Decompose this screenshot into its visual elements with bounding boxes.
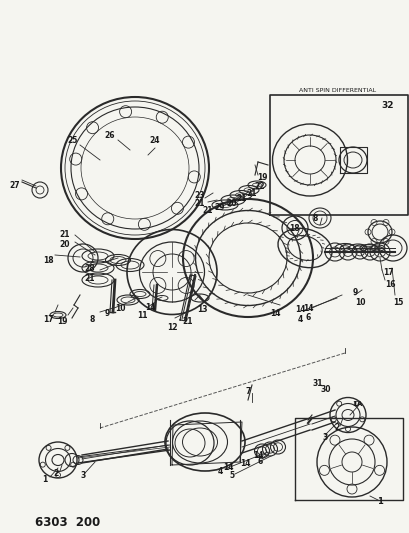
Text: 1A: 1A — [351, 401, 361, 407]
Text: 6303  200: 6303 200 — [35, 516, 100, 529]
Text: 4: 4 — [217, 466, 222, 475]
Text: 26: 26 — [104, 131, 115, 140]
Text: 20: 20 — [226, 198, 237, 207]
Text: 3: 3 — [321, 432, 327, 441]
Text: 21: 21 — [236, 193, 247, 203]
Text: 21: 21 — [182, 318, 193, 327]
Text: 6: 6 — [305, 313, 310, 322]
Text: 9: 9 — [351, 287, 357, 296]
Text: 10: 10 — [354, 297, 364, 306]
Text: 14: 14 — [252, 451, 263, 461]
Text: 19: 19 — [256, 173, 267, 182]
Text: 20: 20 — [60, 239, 70, 248]
Text: 19: 19 — [56, 318, 67, 327]
Text: 2: 2 — [334, 423, 339, 432]
Text: 30: 30 — [320, 385, 330, 394]
Text: 17: 17 — [43, 316, 53, 325]
Text: 12: 12 — [166, 324, 177, 333]
Text: 32: 32 — [381, 101, 393, 109]
Text: 14: 14 — [222, 463, 233, 472]
Text: 18: 18 — [288, 223, 299, 232]
Text: 9: 9 — [104, 310, 109, 319]
Text: 4: 4 — [297, 316, 302, 325]
Text: 31: 31 — [312, 378, 322, 387]
Text: ANTI SPIN DIFFERENTIAL: ANTI SPIN DIFFERENTIAL — [299, 87, 375, 93]
Text: 14: 14 — [294, 305, 305, 314]
Text: 15: 15 — [392, 297, 402, 306]
Text: 25: 25 — [67, 135, 78, 144]
Text: 7: 7 — [245, 387, 250, 397]
Text: 2: 2 — [53, 470, 58, 479]
Text: 22: 22 — [254, 182, 265, 190]
Text: 29: 29 — [214, 203, 225, 212]
Text: 21: 21 — [246, 189, 256, 198]
Text: 8: 8 — [312, 214, 317, 222]
Text: 3: 3 — [80, 472, 85, 481]
Text: 18: 18 — [43, 255, 53, 264]
Text: 28: 28 — [85, 263, 95, 272]
Text: 13: 13 — [196, 305, 207, 314]
Text: 1: 1 — [42, 475, 47, 484]
Text: 21: 21 — [202, 206, 213, 214]
Text: 14: 14 — [239, 458, 249, 467]
Text: 11: 11 — [137, 311, 147, 319]
Text: 5: 5 — [229, 472, 234, 481]
Text: 14: 14 — [144, 303, 155, 311]
Text: 21: 21 — [60, 230, 70, 238]
Text: 6: 6 — [257, 457, 262, 466]
Text: 14: 14 — [302, 303, 312, 312]
Text: 16: 16 — [384, 279, 394, 288]
Text: 24: 24 — [149, 135, 160, 144]
Text: 8: 8 — [89, 316, 94, 325]
Text: 10: 10 — [115, 303, 125, 312]
Text: 21: 21 — [85, 273, 95, 282]
Text: 1: 1 — [376, 497, 382, 506]
Text: 27: 27 — [10, 181, 20, 190]
Text: 17: 17 — [382, 268, 392, 277]
Text: 23: 23 — [194, 190, 205, 199]
Text: 14: 14 — [269, 309, 280, 318]
Text: 21: 21 — [194, 198, 205, 207]
